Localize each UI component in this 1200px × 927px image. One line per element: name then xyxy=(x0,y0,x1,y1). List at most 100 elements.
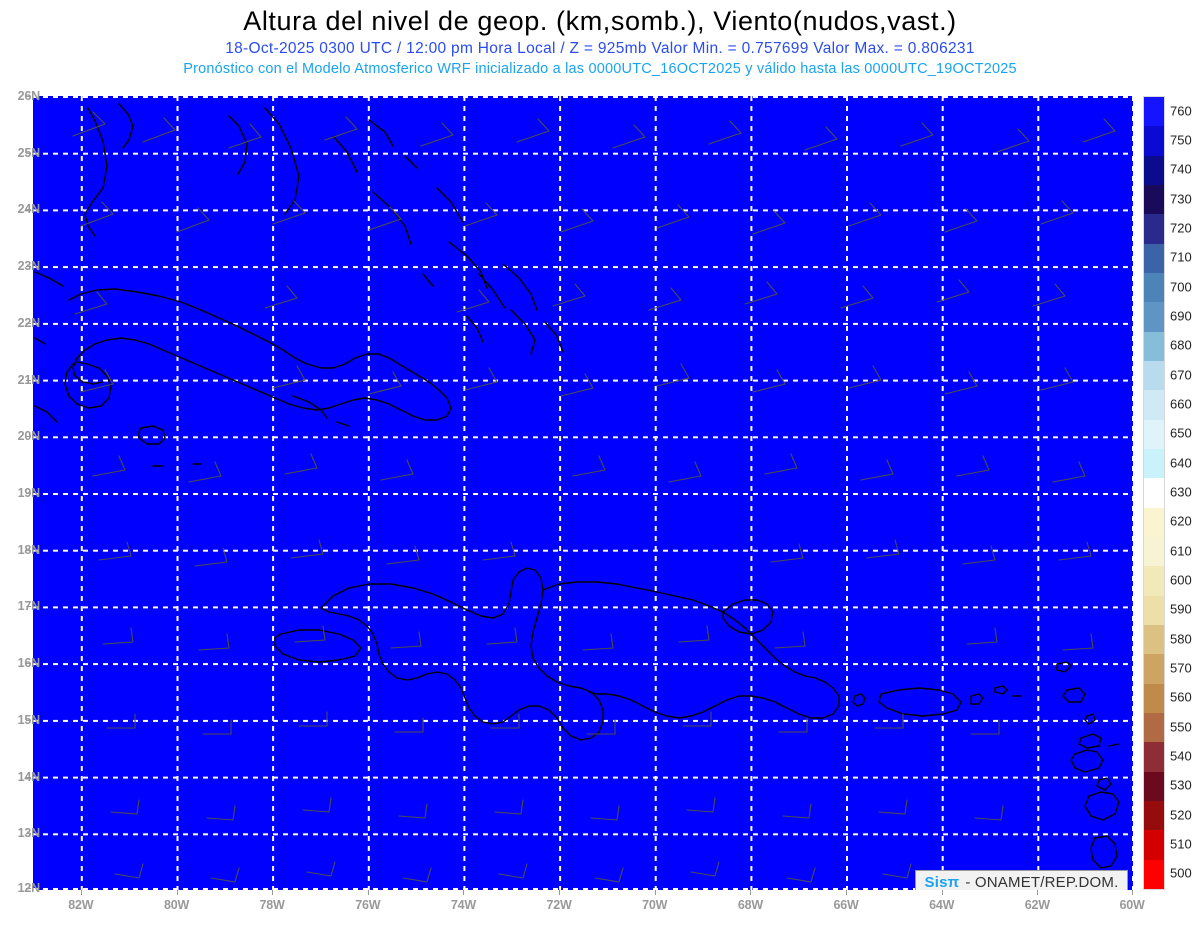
colorbar-swatch xyxy=(1144,478,1164,508)
colorbar-tick-label: 640 xyxy=(1170,455,1192,471)
attribution-logo: Sisπ - ONAMET/REP.DOM. xyxy=(915,870,1128,890)
wind-barb xyxy=(770,543,804,563)
wind-barb xyxy=(386,545,420,565)
colorbar-tick-label: 510 xyxy=(1170,836,1192,852)
wind-barb xyxy=(690,861,720,877)
wind-barb xyxy=(516,118,550,143)
wind-barb xyxy=(1040,200,1074,225)
wind-barb xyxy=(198,633,230,651)
wind-barb xyxy=(290,539,324,559)
colorbar-tick-label: 740 xyxy=(1170,161,1192,177)
wind-barb xyxy=(206,805,236,821)
wind-barb xyxy=(272,200,306,225)
colorbar[interactable] xyxy=(1143,96,1165,890)
colorbar-swatch xyxy=(1144,448,1164,479)
colorbar-swatch xyxy=(1144,214,1164,244)
wind-barb xyxy=(494,799,524,815)
colorbar-tick-label: 670 xyxy=(1170,367,1192,383)
y-tick-label: 16N xyxy=(17,656,41,671)
wind-barb xyxy=(482,541,516,561)
colorbar-tick-label: 650 xyxy=(1170,425,1192,441)
wind-barb xyxy=(194,547,228,567)
wind-barb xyxy=(686,797,716,813)
map-plot-area[interactable]: Sisπ - ONAMET/REP.DOM. xyxy=(33,96,1133,890)
wind-barb xyxy=(764,453,798,475)
wind-barb xyxy=(92,455,126,477)
colorbar-swatch xyxy=(1144,272,1164,303)
colorbar-swatch xyxy=(1144,536,1164,567)
wind-barb xyxy=(586,719,616,735)
colorbar-swatch xyxy=(1144,184,1164,215)
wind-barb xyxy=(900,122,934,147)
weather-map-figure: Sisπ - ONAMET/REP.DOM. 26N 25N 24N 23N 2… xyxy=(0,89,1200,927)
y-tick-label: 26N xyxy=(17,89,41,103)
wind-barb xyxy=(464,202,498,227)
wind-barb xyxy=(682,711,712,727)
chart-header: Altura del nivel de geop. (km,somb.), Vi… xyxy=(0,0,1200,79)
wind-barb xyxy=(210,867,240,883)
wind-barb xyxy=(848,365,882,389)
wind-barb xyxy=(656,363,690,387)
logo-agency: - ONAMET/REP.DOM. xyxy=(965,873,1119,891)
wind-barb xyxy=(582,633,614,651)
colorbar-swatch xyxy=(1144,97,1164,127)
colorbar-swatch xyxy=(1144,302,1164,332)
colorbar-swatch xyxy=(1144,390,1164,420)
colorbar-swatch xyxy=(1144,419,1164,449)
wind-barb xyxy=(552,283,586,307)
wind-barb xyxy=(878,799,908,815)
colorbar-tick-label: 750 xyxy=(1170,132,1192,148)
wind-barb xyxy=(708,120,742,145)
wind-barb xyxy=(786,867,816,883)
wind-barb xyxy=(962,545,996,565)
wind-barb xyxy=(102,627,134,645)
logo-brand: Sisπ xyxy=(924,873,960,891)
coastlines xyxy=(34,103,1120,887)
colorbar-swatch xyxy=(1144,126,1164,156)
wind-barb xyxy=(464,367,498,391)
wind-barb xyxy=(72,111,106,137)
wind-barb xyxy=(302,797,332,813)
colorbar-tick-label: 620 xyxy=(1170,513,1192,529)
wind-barb xyxy=(774,631,806,649)
y-tick-label: 25N xyxy=(17,145,41,160)
wind-barb xyxy=(840,285,874,309)
colorbar-tick-label: 560 xyxy=(1170,689,1192,705)
wind-barb xyxy=(956,455,990,477)
wind-barb xyxy=(866,539,900,559)
x-tick-label: 72W xyxy=(546,898,572,912)
wind-barb xyxy=(974,805,1004,821)
wind-barb xyxy=(176,207,210,233)
wind-barb xyxy=(188,461,222,483)
wind-barb xyxy=(456,289,490,313)
wind-barb xyxy=(1032,283,1066,307)
colorbar-tick-label: 570 xyxy=(1170,660,1192,676)
colorbar-swatch xyxy=(1144,243,1164,273)
colorbar-tick-label: 550 xyxy=(1170,719,1192,735)
colorbar-tick-label: 530 xyxy=(1170,777,1192,793)
wind-barb xyxy=(804,126,838,151)
colorbar-swatch xyxy=(1144,654,1164,684)
x-tick-label: 60W xyxy=(1119,898,1145,912)
colorbar-tick-label: 600 xyxy=(1170,572,1192,588)
colorbar-swatch xyxy=(1144,800,1164,831)
wind-barb xyxy=(996,128,1030,153)
colorbar-tick-label: 500 xyxy=(1170,865,1192,881)
page-title: Altura del nivel de geop. (km,somb.), Vi… xyxy=(243,6,957,36)
y-tick-label: 12N xyxy=(17,881,41,895)
wind-barb xyxy=(744,281,778,305)
wind-barb xyxy=(80,201,114,227)
y-tick-label: 23N xyxy=(17,259,41,274)
x-tick-label: 68W xyxy=(737,898,763,912)
wind-barb xyxy=(656,204,690,229)
y-tick-label: 18N xyxy=(17,542,41,557)
wind-barb xyxy=(560,373,594,397)
wind-barb xyxy=(298,711,328,727)
wind-barb xyxy=(936,279,970,303)
wind-barb xyxy=(1058,541,1092,561)
y-tick-label: 13N xyxy=(17,826,41,841)
colorbar-swatch xyxy=(1144,507,1164,537)
colorbar-tick-label: 590 xyxy=(1170,601,1192,617)
wind-barb xyxy=(594,867,624,883)
wind-barb xyxy=(560,208,594,233)
